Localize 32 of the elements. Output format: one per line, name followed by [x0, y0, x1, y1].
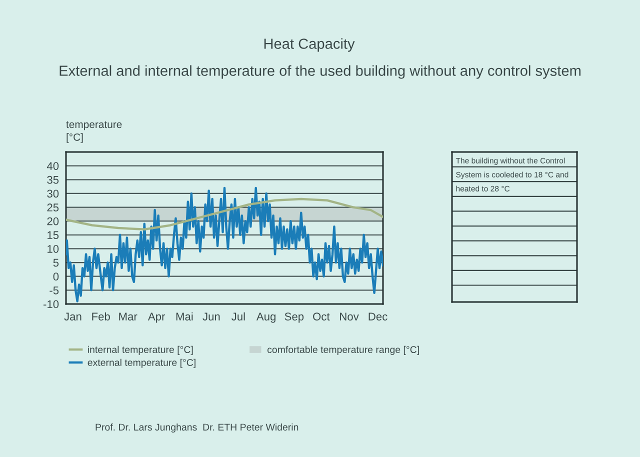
x-tick-label: Feb: [92, 312, 110, 320]
chart-title: Heat Capacity: [264, 38, 355, 52]
legend-label: external temperature [°C]: [88, 358, 196, 368]
x-tick-label: Nov: [340, 312, 359, 320]
y-tick-label: 10: [48, 244, 59, 253]
legend-label: internal temperature [°C]: [88, 346, 193, 355]
x-tick-label: Jun: [202, 312, 220, 320]
x-tick-label: Oct: [313, 312, 330, 320]
y-axis-title: temperature [°C]: [66, 121, 122, 143]
x-tick-label: Jul: [232, 312, 245, 320]
y-tick-label: 25: [47, 204, 59, 212]
text: Prof. Dr. Lars Junghans Dr. ETH Peter Widerin: [96, 423, 298, 433]
x-tick-label: Mar: [119, 312, 138, 320]
y-tick-label: 40: [46, 162, 59, 170]
y-tick-label: 0: [53, 272, 59, 280]
x-tick-label: Dec: [368, 312, 388, 320]
y-tick-label: -10: [43, 300, 59, 308]
y-tick-label: 30: [47, 190, 59, 198]
y-tick-label: 20: [47, 217, 59, 226]
legend-label: comfortable temperature range [°C]: [267, 346, 419, 355]
line-series: [66, 186, 383, 302]
x-tick-label: Aug: [256, 312, 276, 323]
chart-subtitle: External and internal temperature of the used building without any control system: [60, 65, 580, 79]
y-tick-label: 15: [48, 231, 59, 240]
line-series: [66, 198, 383, 230]
x-tick-label: Sep: [284, 312, 304, 323]
y-tick-label: -5: [50, 286, 59, 294]
y-tick-label: 5: [53, 258, 59, 267]
x-tick-label: Jan: [64, 312, 82, 320]
x-tick-label: Mai: [176, 312, 193, 320]
x-tick-label: Apr: [148, 312, 166, 323]
y-tick-label: 35: [47, 176, 59, 184]
